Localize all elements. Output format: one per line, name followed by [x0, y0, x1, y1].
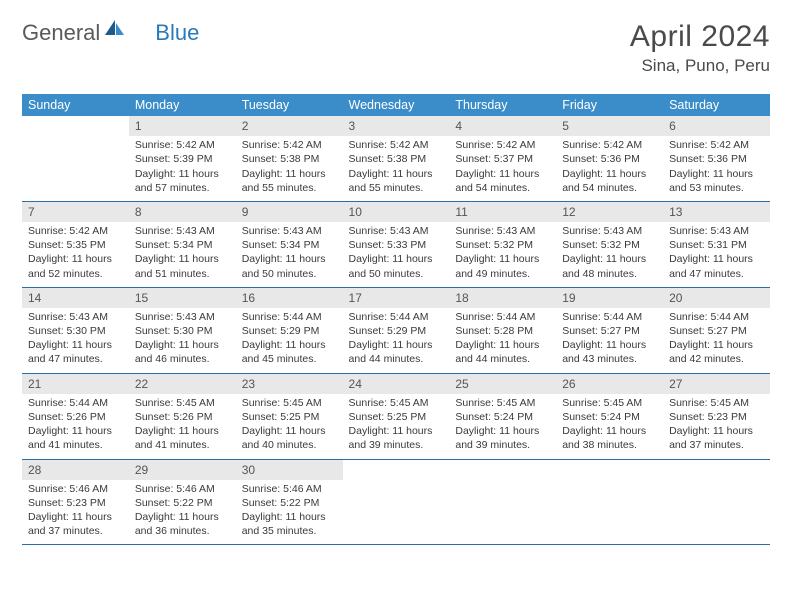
daynum-row: 123456 — [22, 116, 770, 136]
day-number: 1 — [129, 116, 236, 136]
day-number: 2 — [236, 116, 343, 136]
day-info: Sunrise: 5:44 AMSunset: 5:27 PMDaylight:… — [556, 308, 663, 373]
day-info: Sunrise: 5:44 AMSunset: 5:29 PMDaylight:… — [343, 308, 450, 373]
day-info — [556, 480, 663, 545]
day-info: Sunrise: 5:42 AMSunset: 5:36 PMDaylight:… — [663, 136, 770, 201]
day-info: Sunrise: 5:44 AMSunset: 5:27 PMDaylight:… — [663, 308, 770, 373]
info-row: Sunrise: 5:42 AMSunset: 5:35 PMDaylight:… — [22, 222, 770, 287]
day-number: 29 — [129, 459, 236, 480]
day-number: 4 — [449, 116, 556, 136]
day-info: Sunrise: 5:42 AMSunset: 5:36 PMDaylight:… — [556, 136, 663, 201]
daynum-row: 282930 — [22, 459, 770, 480]
day-number: 13 — [663, 201, 770, 222]
day-number: 18 — [449, 287, 556, 308]
day-info: Sunrise: 5:43 AMSunset: 5:34 PMDaylight:… — [129, 222, 236, 287]
day-info: Sunrise: 5:42 AMSunset: 5:38 PMDaylight:… — [236, 136, 343, 201]
day-number: 22 — [129, 373, 236, 394]
day-number: 16 — [236, 287, 343, 308]
day-info: Sunrise: 5:44 AMSunset: 5:28 PMDaylight:… — [449, 308, 556, 373]
info-row: Sunrise: 5:42 AMSunset: 5:39 PMDaylight:… — [22, 136, 770, 201]
day-number: 30 — [236, 459, 343, 480]
day-info: Sunrise: 5:45 AMSunset: 5:24 PMDaylight:… — [556, 394, 663, 459]
day-info: Sunrise: 5:42 AMSunset: 5:35 PMDaylight:… — [22, 222, 129, 287]
day-number: 21 — [22, 373, 129, 394]
logo-text-2: Blue — [155, 20, 199, 46]
day-info: Sunrise: 5:45 AMSunset: 5:25 PMDaylight:… — [343, 394, 450, 459]
day-info: Sunrise: 5:42 AMSunset: 5:37 PMDaylight:… — [449, 136, 556, 201]
day-number: 19 — [556, 287, 663, 308]
day-number: 26 — [556, 373, 663, 394]
day-info: Sunrise: 5:44 AMSunset: 5:29 PMDaylight:… — [236, 308, 343, 373]
info-row: Sunrise: 5:43 AMSunset: 5:30 PMDaylight:… — [22, 308, 770, 373]
header: General Blue April 2024 Sina, Puno, Peru — [22, 20, 770, 76]
day-info: Sunrise: 5:45 AMSunset: 5:25 PMDaylight:… — [236, 394, 343, 459]
dayhead: Wednesday — [343, 94, 450, 116]
day-info: Sunrise: 5:43 AMSunset: 5:30 PMDaylight:… — [22, 308, 129, 373]
day-number: 5 — [556, 116, 663, 136]
info-row: Sunrise: 5:44 AMSunset: 5:26 PMDaylight:… — [22, 394, 770, 459]
day-info — [22, 136, 129, 201]
day-info: Sunrise: 5:46 AMSunset: 5:22 PMDaylight:… — [129, 480, 236, 545]
day-number — [22, 116, 129, 136]
day-number: 24 — [343, 373, 450, 394]
day-info — [663, 480, 770, 545]
dayhead: Tuesday — [236, 94, 343, 116]
calendar-body: 123456 Sunrise: 5:42 AMSunset: 5:39 PMDa… — [22, 116, 770, 545]
daynum-row: 78910111213 — [22, 201, 770, 222]
day-info: Sunrise: 5:43 AMSunset: 5:31 PMDaylight:… — [663, 222, 770, 287]
calendar: SundayMondayTuesdayWednesdayThursdayFrid… — [22, 94, 770, 545]
daynum-row: 14151617181920 — [22, 287, 770, 308]
info-row: Sunrise: 5:46 AMSunset: 5:23 PMDaylight:… — [22, 480, 770, 545]
day-number — [343, 459, 450, 480]
day-number: 27 — [663, 373, 770, 394]
month-title: April 2024 — [630, 20, 770, 54]
day-number: 17 — [343, 287, 450, 308]
day-info: Sunrise: 5:43 AMSunset: 5:32 PMDaylight:… — [556, 222, 663, 287]
logo-text-1: General — [22, 20, 100, 46]
day-info: Sunrise: 5:44 AMSunset: 5:26 PMDaylight:… — [22, 394, 129, 459]
day-number: 14 — [22, 287, 129, 308]
day-number: 8 — [129, 201, 236, 222]
day-info — [449, 480, 556, 545]
day-info: Sunrise: 5:45 AMSunset: 5:23 PMDaylight:… — [663, 394, 770, 459]
day-number: 20 — [663, 287, 770, 308]
day-number: 25 — [449, 373, 556, 394]
day-number: 12 — [556, 201, 663, 222]
day-info: Sunrise: 5:43 AMSunset: 5:34 PMDaylight:… — [236, 222, 343, 287]
dayhead: Saturday — [663, 94, 770, 116]
day-number: 10 — [343, 201, 450, 222]
daynum-row: 21222324252627 — [22, 373, 770, 394]
day-info: Sunrise: 5:46 AMSunset: 5:23 PMDaylight:… — [22, 480, 129, 545]
day-number: 7 — [22, 201, 129, 222]
day-number: 15 — [129, 287, 236, 308]
day-info — [343, 480, 450, 545]
day-number: 11 — [449, 201, 556, 222]
day-number: 23 — [236, 373, 343, 394]
header-right: April 2024 Sina, Puno, Peru — [630, 20, 770, 76]
day-number: 3 — [343, 116, 450, 136]
day-number — [663, 459, 770, 480]
day-number — [449, 459, 556, 480]
day-info: Sunrise: 5:42 AMSunset: 5:38 PMDaylight:… — [343, 136, 450, 201]
logo: General Blue — [22, 20, 199, 46]
dayhead: Sunday — [22, 94, 129, 116]
day-info: Sunrise: 5:42 AMSunset: 5:39 PMDaylight:… — [129, 136, 236, 201]
day-number — [556, 459, 663, 480]
dayhead: Thursday — [449, 94, 556, 116]
day-number: 9 — [236, 201, 343, 222]
day-info: Sunrise: 5:43 AMSunset: 5:30 PMDaylight:… — [129, 308, 236, 373]
dayhead: Monday — [129, 94, 236, 116]
calendar-head: SundayMondayTuesdayWednesdayThursdayFrid… — [22, 94, 770, 116]
day-number: 28 — [22, 459, 129, 480]
day-number: 6 — [663, 116, 770, 136]
day-info: Sunrise: 5:45 AMSunset: 5:24 PMDaylight:… — [449, 394, 556, 459]
sail-icon — [103, 20, 125, 43]
day-info: Sunrise: 5:43 AMSunset: 5:32 PMDaylight:… — [449, 222, 556, 287]
day-info: Sunrise: 5:43 AMSunset: 5:33 PMDaylight:… — [343, 222, 450, 287]
dayhead: Friday — [556, 94, 663, 116]
day-info: Sunrise: 5:45 AMSunset: 5:26 PMDaylight:… — [129, 394, 236, 459]
day-info: Sunrise: 5:46 AMSunset: 5:22 PMDaylight:… — [236, 480, 343, 545]
location: Sina, Puno, Peru — [630, 56, 770, 76]
